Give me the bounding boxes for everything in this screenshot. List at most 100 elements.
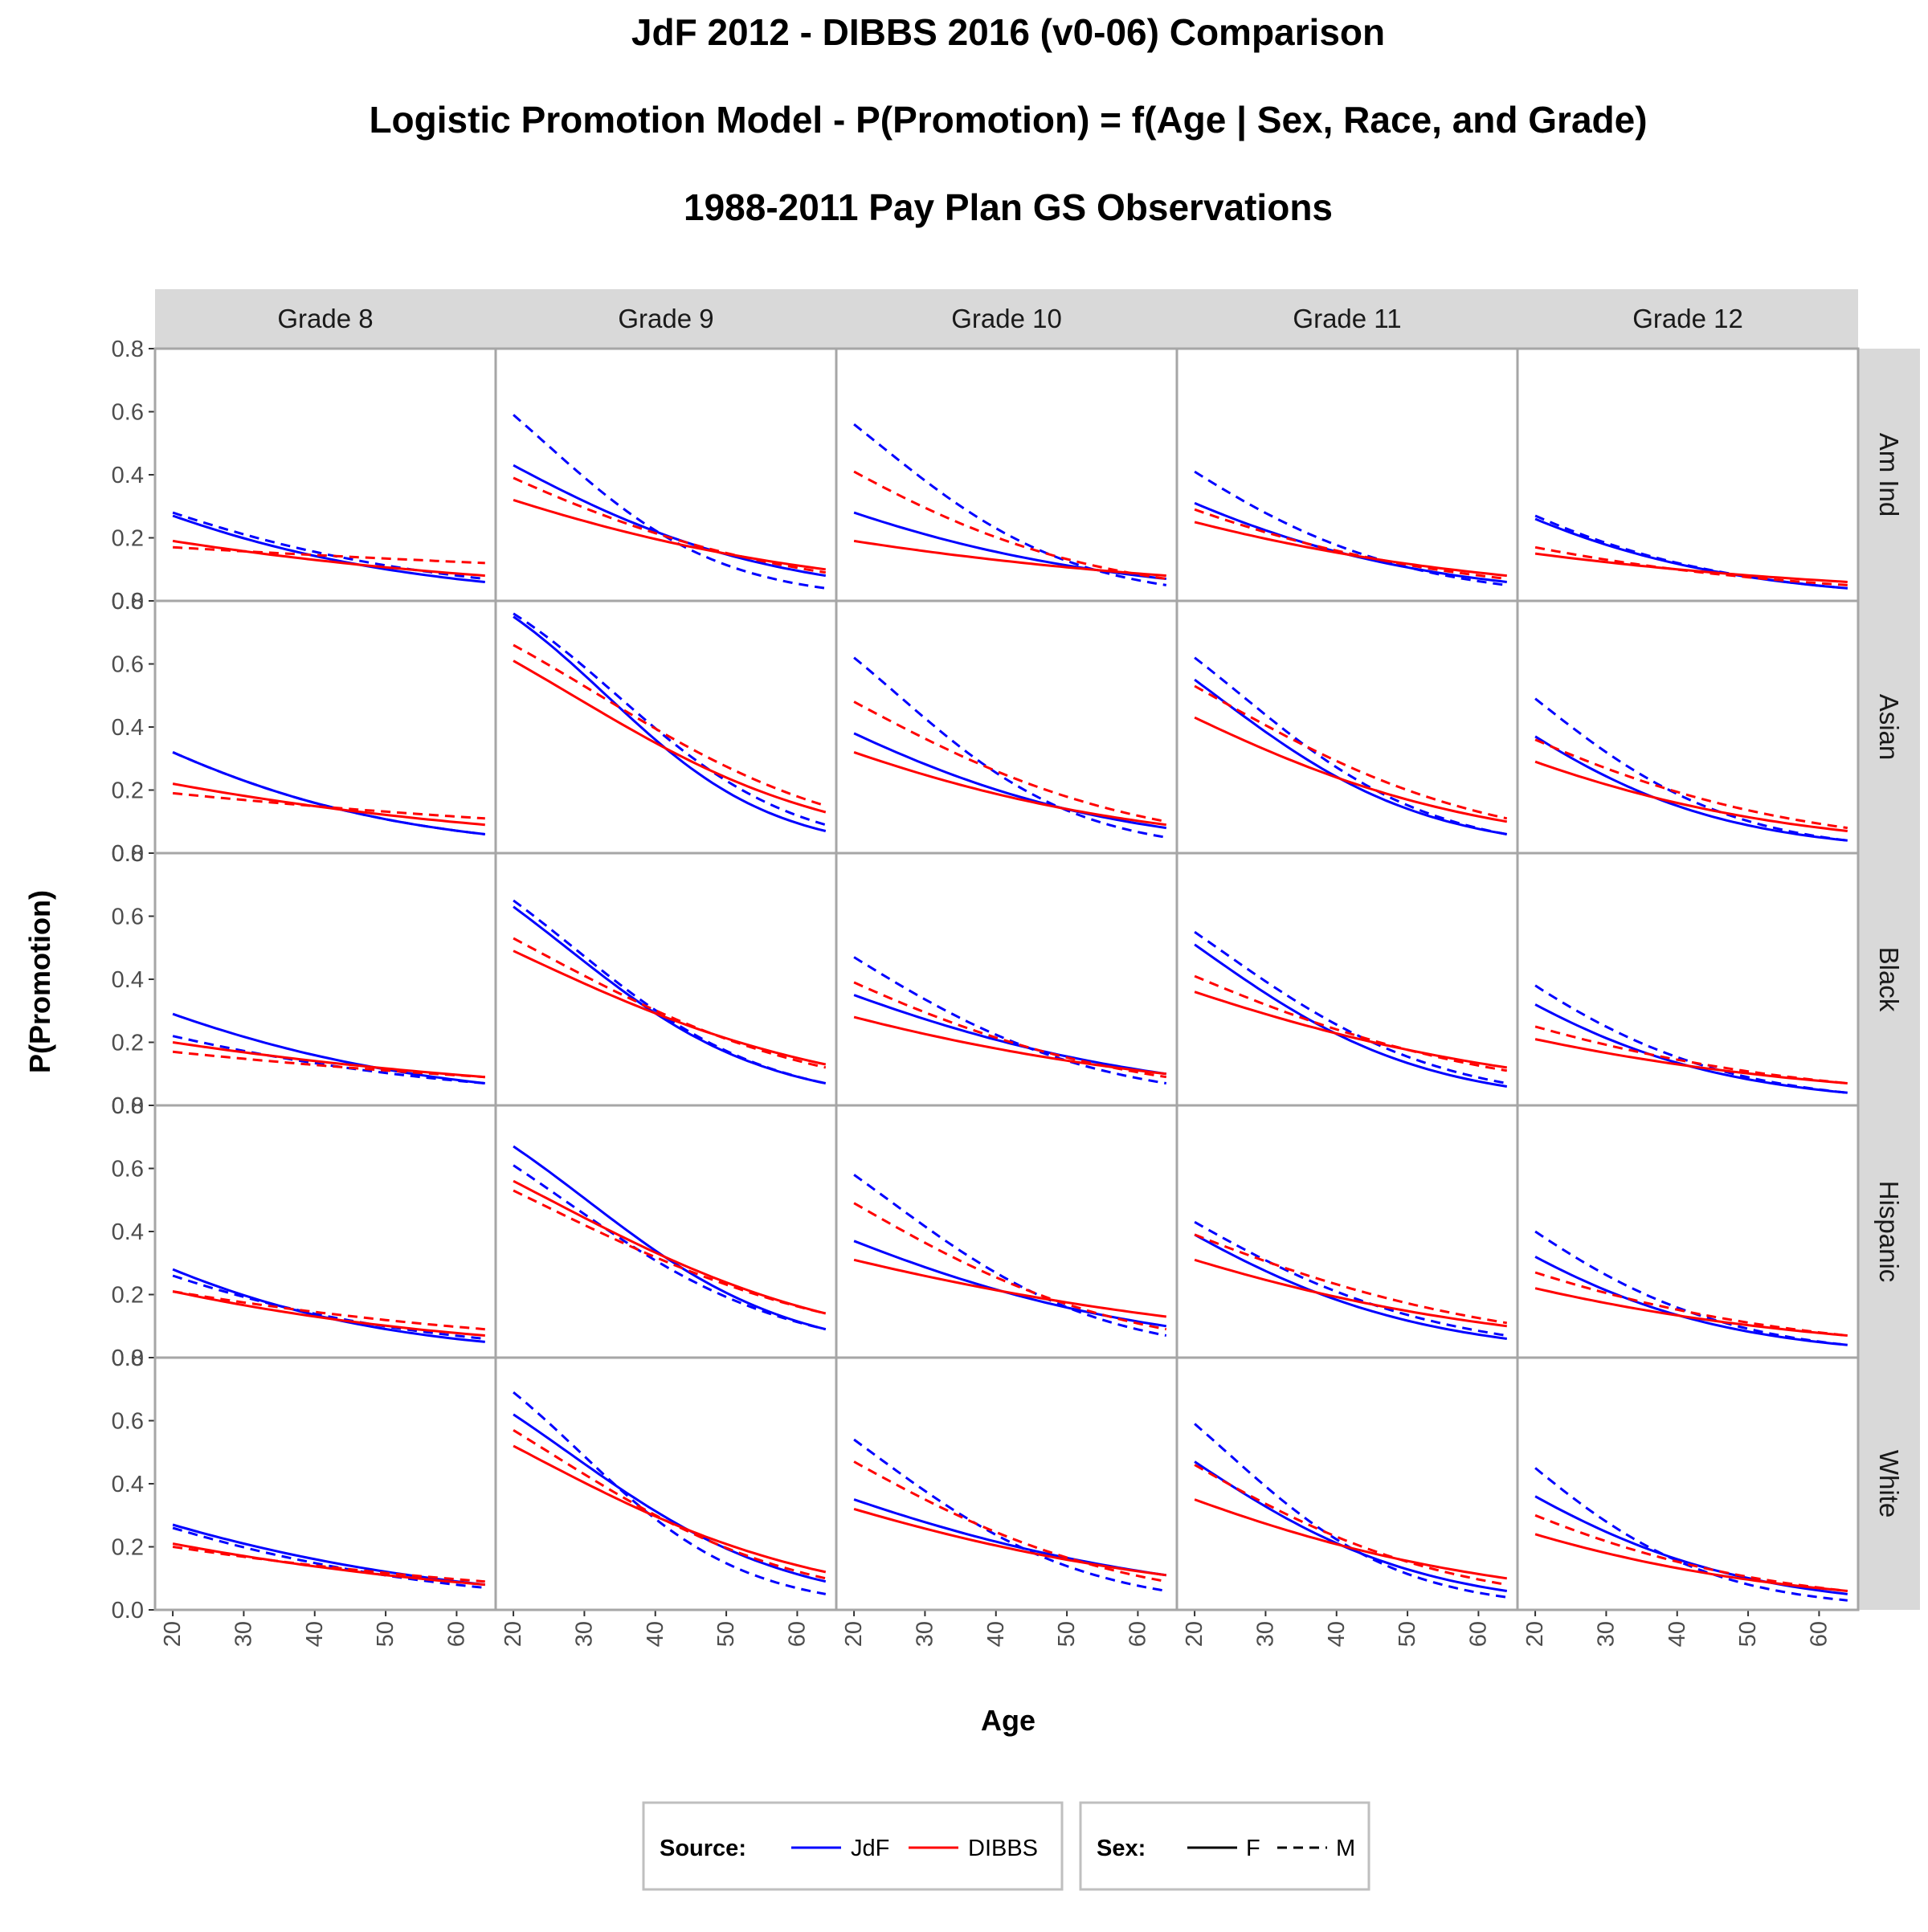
- series-dibbs-f-hispanic-grade-10: [853, 1258, 1166, 1318]
- strip-col-grade-10: [836, 289, 1177, 349]
- legend-source-title: Source:: [660, 1836, 746, 1861]
- x-tick-label: 30: [912, 1621, 937, 1647]
- panel-am-ind-grade-9: [496, 349, 836, 601]
- series-jdf-m-am-ind-grade-12: [1534, 514, 1848, 590]
- series-jdf-m-white-grade-9: [513, 1391, 827, 1595]
- y-tick-label: 0.0: [112, 589, 144, 615]
- series-dibbs-f-am-ind-grade-12: [1534, 552, 1848, 583]
- strip-label-am-ind: Am Ind: [1874, 433, 1904, 517]
- x-tick-label: 40: [983, 1621, 1009, 1647]
- y-tick-label: 0.6: [112, 400, 144, 426]
- panel-asian-grade-9: [496, 601, 836, 853]
- x-tick-label: 30: [231, 1621, 256, 1647]
- series-jdf-f-hispanic-grade-11: [1194, 1233, 1508, 1340]
- panel-black-grade-9: [496, 853, 836, 1105]
- series-jdf-m-asian-grade-10: [853, 656, 1167, 839]
- x-tick-label: 20: [1522, 1621, 1548, 1647]
- y-tick-label: 0.4: [112, 1219, 144, 1245]
- x-tick-label: 30: [1252, 1621, 1278, 1647]
- series-dibbs-f-hispanic-grade-12: [1534, 1287, 1848, 1337]
- x-tick-label: 40: [1665, 1621, 1690, 1647]
- series-dibbs-m-black-grade-10: [853, 981, 1167, 1079]
- series-dibbs-f-asian-grade-10: [853, 750, 1167, 827]
- x-tick-label: 30: [571, 1621, 597, 1647]
- series-dibbs-f-asian-grade-11: [1194, 716, 1508, 823]
- series-dibbs-m-white-grade-9: [513, 1429, 827, 1580]
- strip-col-grade-12: [1517, 289, 1858, 349]
- x-tick-label: 20: [160, 1621, 186, 1647]
- series-dibbs-f-white-grade-12: [1534, 1533, 1848, 1592]
- strip-row-am-ind: [1858, 349, 1920, 601]
- strip-label-grade-12: Grade 12: [1632, 304, 1743, 333]
- series-jdf-f-asian-grade-10: [853, 732, 1167, 830]
- series-jdf-f-am-ind-grade-8: [172, 514, 485, 583]
- legend: Source: JdF DIBBS Sex: F M: [642, 1801, 1370, 1891]
- series-jdf-m-white-grade-10: [853, 1438, 1167, 1592]
- series-dibbs-f-asian-grade-8: [172, 782, 485, 827]
- series-jdf-m-black-grade-10: [853, 956, 1167, 1084]
- panel-black-grade-8: [155, 853, 496, 1105]
- x-tick-label: 60: [443, 1621, 469, 1647]
- x-tick-label: 30: [1593, 1621, 1619, 1647]
- series-dibbs-m-hispanic-grade-8: [172, 1290, 485, 1331]
- series-jdf-m-black-grade-11: [1194, 930, 1508, 1084]
- panel-border: [1516, 1356, 1860, 1611]
- series-jdf-f-white-grade-11: [1194, 1460, 1508, 1592]
- series-dibbs-m-white-grade-8: [172, 1546, 485, 1583]
- legend-label-jdf: JdF: [851, 1836, 889, 1861]
- y-tick-label: 0.2: [112, 778, 144, 804]
- strip-row-hispanic: [1858, 1105, 1920, 1358]
- x-tick-label: 50: [1395, 1621, 1420, 1647]
- legend-sex-title: Sex:: [1097, 1836, 1146, 1861]
- series-jdf-m-am-ind-grade-9: [513, 414, 827, 590]
- x-tick-label: 20: [500, 1621, 526, 1647]
- strip-label-white: White: [1874, 1450, 1904, 1517]
- y-tick-label: 0.2: [112, 1535, 144, 1561]
- series-jdf-f-white-grade-9: [513, 1413, 827, 1583]
- legend-label-dibbs: DIBBS: [968, 1836, 1038, 1861]
- series-dibbs-m-am-ind-grade-9: [513, 476, 827, 574]
- y-tick-label: 0.6: [112, 1409, 144, 1435]
- x-tick-label: 60: [1125, 1621, 1150, 1647]
- panel-asian-grade-8: [155, 601, 496, 853]
- series-dibbs-m-am-ind-grade-12: [1534, 545, 1848, 586]
- y-tick-label: 0.0: [112, 841, 144, 867]
- series-dibbs-m-hispanic-grade-9: [513, 1189, 827, 1315]
- series-dibbs-m-asian-grade-9: [513, 643, 827, 807]
- series-dibbs-f-am-ind-grade-9: [513, 498, 827, 571]
- y-tick-label: 0.2: [112, 1283, 144, 1309]
- series-dibbs-f-asian-grade-12: [1534, 760, 1848, 832]
- strip-label-grade-11: Grade 11: [1293, 304, 1401, 333]
- strip-label-asian: Asian: [1874, 694, 1904, 761]
- y-tick-label: 0.8: [112, 337, 144, 362]
- panel-hispanic-grade-10: [836, 1105, 1177, 1358]
- x-tick-label: 50: [1735, 1621, 1761, 1647]
- series-dibbs-m-black-grade-8: [172, 1050, 485, 1079]
- panel-hispanic-grade-8: [155, 1105, 496, 1358]
- y-axis-title: P(Promotion): [23, 890, 56, 1073]
- y-tick-label: 0.6: [112, 1157, 144, 1182]
- y-tick-label: 0.2: [112, 1031, 144, 1056]
- series-jdf-f-white-grade-12: [1534, 1495, 1848, 1595]
- series-dibbs-m-am-ind-grade-10: [853, 470, 1167, 580]
- panel-black-grade-11: [1177, 853, 1517, 1105]
- x-tick-label: 40: [1324, 1621, 1350, 1647]
- series-dibbs-f-am-ind-grade-8: [172, 539, 485, 578]
- x-tick-label: 50: [713, 1621, 739, 1647]
- legend-label-female: F: [1246, 1836, 1260, 1861]
- legend-label-male: M: [1336, 1836, 1355, 1861]
- strip-label-grade-8: Grade 8: [277, 304, 373, 333]
- x-tick-label: 20: [841, 1621, 867, 1647]
- panels-layer: Grade 8 Grade 9 Grade 10 Grade 11 Grade 12 Am…: [112, 289, 1920, 1647]
- series-jdf-f-black-grade-10: [853, 994, 1167, 1076]
- strip-label-hispanic: Hispanic: [1874, 1181, 1904, 1283]
- x-tick-label: 60: [1465, 1621, 1491, 1647]
- y-tick-label: 0.8: [112, 1093, 144, 1119]
- series-jdf-m-hispanic-grade-10: [853, 1174, 1167, 1337]
- series-jdf-f-black-grade-11: [1194, 943, 1508, 1088]
- y-tick-label: 0.0: [112, 1598, 144, 1624]
- panel-white-grade-12: [1517, 1358, 1858, 1610]
- y-tick-label: 0.4: [112, 1472, 144, 1497]
- panel-white-grade-9: [496, 1358, 836, 1610]
- series-dibbs-m-hispanic-grade-11: [1194, 1233, 1508, 1325]
